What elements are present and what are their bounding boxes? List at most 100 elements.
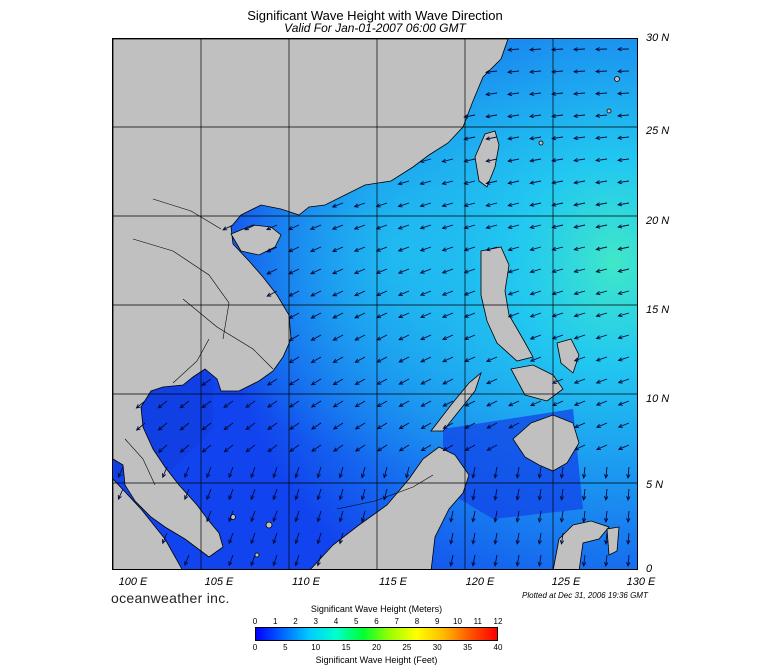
wave-arrow-shaft [618, 378, 630, 384]
wave-arrow-shaft [333, 334, 344, 341]
wave-arrow-shaft [450, 554, 454, 566]
wave-arrow-shaft [398, 334, 410, 341]
wave-arrow-shaft [295, 488, 300, 500]
wave-arrow-head [626, 496, 631, 501]
wave-arrow-head [332, 425, 338, 430]
wave-arrow-shaft [486, 400, 498, 407]
wave-arrow-head [376, 314, 382, 319]
wave-arrow-head [419, 269, 425, 274]
wave-arrow-shaft [508, 400, 520, 407]
wave-arrow-head [573, 91, 578, 96]
wave-arrow-shaft [289, 290, 300, 297]
wave-arrow-head [316, 561, 321, 567]
lon-label: 125 E [551, 576, 581, 588]
wave-arrow-shaft [450, 532, 454, 544]
wave-arrow-head [332, 270, 337, 275]
wave-arrow-head [551, 180, 557, 185]
hainan-island [230, 224, 282, 256]
wave-arrow-shaft [574, 246, 586, 251]
wave-arrow-head [332, 358, 338, 363]
wave-arrow-head [485, 136, 491, 141]
wave-arrow-shaft [530, 180, 542, 184]
wave-arrow-shaft [376, 334, 388, 341]
colorbar-meter-tick: 2 [293, 617, 298, 626]
colorbar-meter-tick: 1 [273, 617, 278, 626]
wave-arrow-shaft [596, 114, 608, 117]
wave-arrow-head [617, 357, 623, 362]
wave-arrow-shaft [354, 290, 366, 296]
wave-arrow-shaft [583, 510, 586, 522]
wave-arrow-head [353, 225, 359, 230]
wave-arrow-head [398, 380, 404, 385]
wave-arrow-shaft [464, 114, 476, 118]
wave-arrow-head [471, 539, 476, 545]
wave-arrow-shaft [267, 378, 278, 386]
wave-arrow-head [486, 380, 492, 385]
wave-arrow-head [338, 473, 343, 479]
wave-arrow-head [184, 495, 189, 501]
wave-arrow-head [206, 517, 211, 523]
wave-arrow-shaft [618, 444, 630, 450]
lon-label: 100 E [118, 576, 148, 588]
wave-arrow-head [559, 539, 565, 545]
wave-arrow-shaft [228, 532, 234, 544]
wave-arrow-head [529, 357, 535, 362]
lat-label: 10 N [646, 393, 670, 405]
wave-arrow-head [353, 270, 359, 274]
wave-arrow-head [311, 447, 317, 452]
wave-arrow-head [310, 336, 316, 341]
wave-arrow-shaft [596, 422, 608, 428]
wave-arrow-shaft [618, 422, 630, 428]
lat-label: 25 N [646, 125, 670, 137]
wave-arrow-head [442, 358, 448, 363]
wave-arrow-shaft [333, 422, 344, 430]
wave-arrow-head [332, 403, 338, 408]
wave-arrow-shaft [420, 246, 432, 252]
wave-arrow-shaft [398, 202, 410, 207]
wave-arrow-head [397, 247, 403, 252]
wave-arrow-shaft [486, 378, 498, 384]
wave-arrow-head [228, 539, 233, 545]
wave-arrow-shaft [508, 114, 520, 118]
wave-arrow-shaft [420, 356, 432, 363]
wave-arrow-head [397, 203, 403, 208]
wave-arrow-head [420, 447, 426, 452]
wave-arrow-head [595, 379, 601, 384]
wave-arrow-shaft [486, 92, 498, 96]
wave-arrow-head [617, 290, 623, 295]
wave-arrow-head [595, 224, 601, 229]
wave-arrow-head [573, 291, 579, 296]
wave-arrow-shaft [627, 466, 630, 478]
wave-arrow-shaft [376, 246, 388, 252]
wave-arrow-head [573, 113, 578, 118]
wave-arrow-head [135, 426, 141, 431]
wave-arrow-head [595, 113, 600, 118]
wave-arrow-shaft [289, 356, 300, 364]
wave-arrow-shaft [486, 224, 498, 229]
wave-arrow-head [266, 226, 271, 231]
wave-arrow-head [376, 447, 382, 452]
wave-arrow-head [537, 473, 542, 479]
wave-arrow-shaft [317, 466, 322, 478]
wave-arrow-head [338, 495, 343, 501]
wave-arrow-shaft [583, 554, 586, 566]
wave-arrow-head [353, 203, 359, 208]
wave-arrow-shaft [574, 158, 586, 162]
wave-arrow-head [332, 336, 338, 341]
wave-arrow-shaft [494, 554, 498, 566]
wave-arrow-head [551, 224, 557, 229]
wave-arrow-shaft [618, 312, 630, 317]
wave-arrow-head [419, 203, 425, 208]
island-dot [538, 140, 544, 146]
wave-arrow-shaft [561, 532, 564, 544]
wave-arrow-head [449, 561, 454, 567]
wave-arrow-head [338, 517, 343, 523]
colorbar-feet-tick: 20 [372, 643, 381, 652]
island-dot [265, 521, 273, 529]
wave-arrow-head [398, 447, 404, 452]
wave-arrow-head [617, 157, 623, 163]
wave-arrow-shaft [311, 378, 322, 386]
wave-arrow-shaft [201, 378, 212, 386]
wave-arrow-head [529, 246, 535, 252]
wave-arrow-shaft [574, 312, 586, 317]
